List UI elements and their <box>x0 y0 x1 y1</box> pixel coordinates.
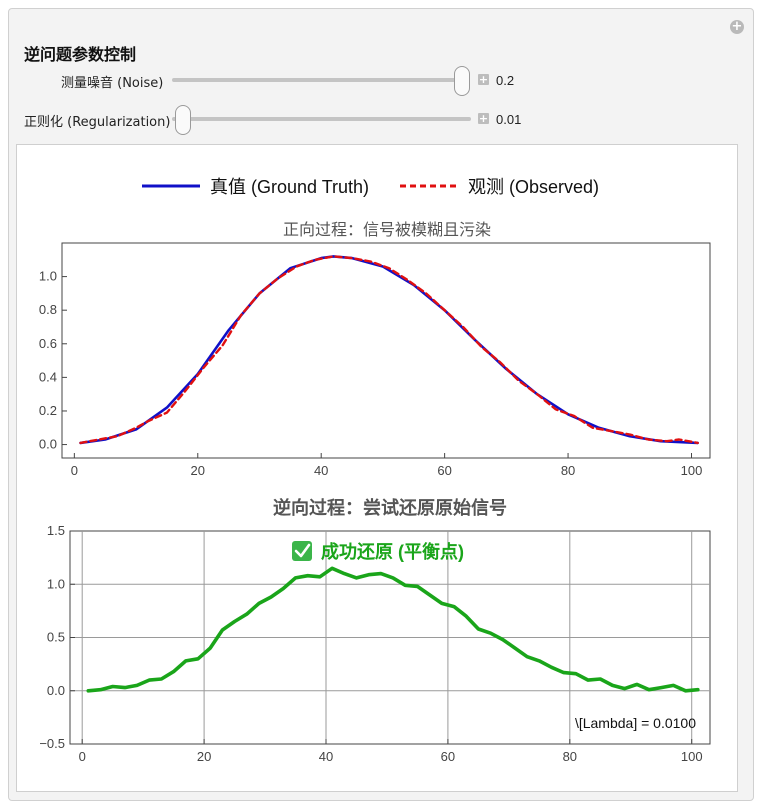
x-tick-label: 60 <box>441 749 455 764</box>
regularization-slider-thumb[interactable] <box>175 105 191 135</box>
legend-truth-label: 真值 (Ground Truth) <box>210 177 369 197</box>
truth-line <box>79 255 700 445</box>
y-tick-label: 0.0 <box>39 437 57 452</box>
success-text: 成功还原 (平衡点) <box>321 541 464 562</box>
x-tick-label: 20 <box>191 463 205 478</box>
x-tick-label: 0 <box>79 749 86 764</box>
x-tick-label: 40 <box>314 463 328 478</box>
x-tick-label: 80 <box>563 749 577 764</box>
x-tick-label: 40 <box>319 749 333 764</box>
regularization-value: 0.01 <box>496 112 522 127</box>
noise-label: 测量噪音 (Noise) <box>61 76 164 91</box>
x-tick-label: 20 <box>197 749 211 764</box>
plus-circle-icon[interactable]: + <box>730 19 744 34</box>
x-tick-label: 0 <box>71 463 78 478</box>
noise-expand-icon[interactable]: + <box>478 73 489 86</box>
noise-slider-track[interactable] <box>172 78 468 82</box>
y-tick-label: 0.5 <box>47 630 65 645</box>
regularization-expand-icon[interactable]: + <box>478 112 489 125</box>
noise-value: 0.2 <box>496 73 515 88</box>
legend-observed-label: 观测 (Observed) <box>468 177 599 197</box>
inverse-chart-series <box>86 566 700 693</box>
noise-slider-thumb[interactable] <box>454 66 470 96</box>
y-tick-label: 0.8 <box>39 302 57 317</box>
forward-chart-ticks: 0 20 40 60 80 100 0.0 0.2 0.4 0.6 0.8 1.0 <box>39 269 702 478</box>
y-tick-label: 1.5 <box>47 523 65 538</box>
y-tick-label: 1.0 <box>39 269 57 284</box>
inverse-chart-title: 逆向过程：尝试还原原始信号 <box>273 497 507 518</box>
recovered-line <box>86 566 700 693</box>
success-annotation: 成功还原 (平衡点) <box>292 541 464 562</box>
y-tick-label: 1.0 <box>47 576 65 591</box>
regularization-slider-track[interactable] <box>172 117 471 121</box>
legend: 真值 (Ground Truth) 观测 (Observed) <box>142 177 599 197</box>
y-tick-label: −0.5 <box>39 736 65 751</box>
inverse-chart-ticks: 0 20 40 60 80 100 −0.5 0.0 0.5 1.0 1.5 <box>39 523 702 764</box>
regularization-label: 正则化 (Regularization) <box>24 115 171 130</box>
y-tick-label: 0.4 <box>39 369 57 384</box>
y-tick-label: 0.2 <box>39 403 57 418</box>
panel-title: 逆问题参数控制 <box>24 45 137 64</box>
lambda-label: \[Lambda] = 0.0100 <box>575 715 696 731</box>
x-tick-label: 80 <box>561 463 575 478</box>
forward-chart-frame <box>61 242 711 459</box>
x-tick-label: 60 <box>437 463 451 478</box>
forward-chart-series <box>79 255 700 445</box>
x-tick-label: 100 <box>681 463 703 478</box>
x-tick-label: 100 <box>681 749 703 764</box>
inverse-chart-grid <box>70 531 710 744</box>
y-tick-label: 0.6 <box>39 336 57 351</box>
y-tick-label: 0.0 <box>47 683 65 698</box>
forward-chart-title: 正向过程：信号被模糊且污染 <box>283 221 491 239</box>
observed-line <box>79 255 699 445</box>
